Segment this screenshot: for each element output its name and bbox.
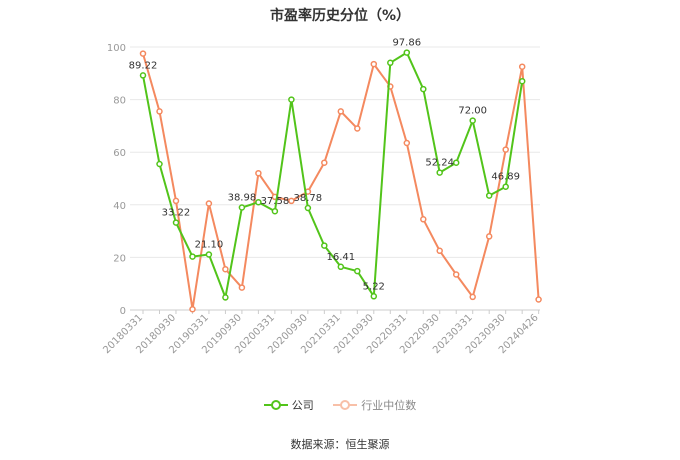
series-point-1 xyxy=(172,197,180,205)
y-tick-label: 0 xyxy=(120,306,126,317)
series-point-1 xyxy=(403,139,411,147)
y-tick-label: 40 xyxy=(113,201,126,212)
data-label: 21.10 xyxy=(195,240,224,251)
data-label: 33.22 xyxy=(162,208,191,219)
series-point-1 xyxy=(222,265,229,273)
data-label: 72.00 xyxy=(458,106,487,117)
y-tick-label: 20 xyxy=(113,253,126,264)
series-point-1 xyxy=(469,293,476,301)
series-point-0 xyxy=(403,49,411,56)
data-labels: 89.22 33.22 21.10 38.98 37.58 38.78 16.41 5.22 9… xyxy=(129,38,520,293)
legend-swatch-industry-median xyxy=(333,399,358,411)
series-point-0 xyxy=(321,242,328,249)
series-point-0 xyxy=(452,159,460,166)
series-point-0 xyxy=(189,253,196,260)
series-point-1 xyxy=(288,197,295,205)
series-point-0 xyxy=(139,72,147,79)
series-line-1 xyxy=(142,53,540,310)
series-point-1 xyxy=(502,146,509,153)
series-point-0 xyxy=(304,204,312,212)
grid-lines xyxy=(130,46,540,258)
y-tick-label: 80 xyxy=(113,96,126,107)
series-point-1 xyxy=(139,50,147,57)
data-label: 89.22 xyxy=(129,60,158,71)
data-label: 46.89 xyxy=(491,172,520,183)
legend-label-industry-median: 行业中位数 xyxy=(361,399,417,412)
series-point-1 xyxy=(452,271,460,278)
series-point-0 xyxy=(469,117,476,124)
series-point-0 xyxy=(172,219,180,226)
series-point-1 xyxy=(354,125,361,132)
legend: 公司 行业中位数 xyxy=(0,397,680,414)
line-chart: 0204060801002018033120180930201903312019… xyxy=(101,38,542,356)
series-point-0 xyxy=(222,294,229,301)
legend-label-company: 公司 xyxy=(291,399,314,412)
data-label: 38.98 xyxy=(228,192,257,203)
series-point-1 xyxy=(337,108,345,115)
series-point-0 xyxy=(518,77,526,85)
series-point-1 xyxy=(518,63,526,70)
legend-swatch-company xyxy=(263,399,288,411)
series-point-0 xyxy=(337,263,345,271)
legend-item-industry-median[interactable]: 行业中位数 xyxy=(333,397,416,413)
series-point-0 xyxy=(255,198,262,206)
series-point-0 xyxy=(205,251,213,258)
series-point-1 xyxy=(370,60,378,68)
series-point-0 xyxy=(420,85,427,93)
series xyxy=(139,49,542,313)
series-point-0 xyxy=(238,204,246,211)
series-point-0 xyxy=(354,267,361,275)
data-label: 97.86 xyxy=(392,38,421,49)
series-point-1 xyxy=(535,296,542,303)
series-point-1 xyxy=(156,108,163,115)
series-point-1 xyxy=(189,305,196,313)
series-point-0 xyxy=(271,207,279,215)
series-point-0 xyxy=(436,169,443,176)
data-label: 16.41 xyxy=(327,252,356,263)
data-label: 52.24 xyxy=(425,158,454,169)
series-point-1 xyxy=(238,284,246,291)
series-point-0 xyxy=(156,160,163,168)
series-point-0 xyxy=(288,96,295,103)
y-tick-label: 100 xyxy=(107,43,126,54)
series-point-1 xyxy=(321,159,328,166)
series-point-1 xyxy=(436,247,443,255)
data-label: 38.78 xyxy=(294,193,323,204)
series-point-0 xyxy=(485,192,493,199)
series-point-1 xyxy=(420,216,427,223)
series-point-0 xyxy=(370,293,378,300)
series-point-0 xyxy=(502,183,509,190)
chart-title: 市盈率历史分位（%） xyxy=(269,8,411,24)
series-point-1 xyxy=(485,233,493,240)
data-label: 5.22 xyxy=(363,281,385,292)
series-point-0 xyxy=(387,59,394,67)
data-label: 37.58 xyxy=(261,196,290,207)
source-note: 数据来源：恒生聚源 xyxy=(290,438,390,451)
series-point-1 xyxy=(205,200,213,207)
y-tick-label: 60 xyxy=(113,148,126,159)
legend-item-company[interactable]: 公司 xyxy=(263,397,314,413)
series-point-1 xyxy=(255,169,262,177)
